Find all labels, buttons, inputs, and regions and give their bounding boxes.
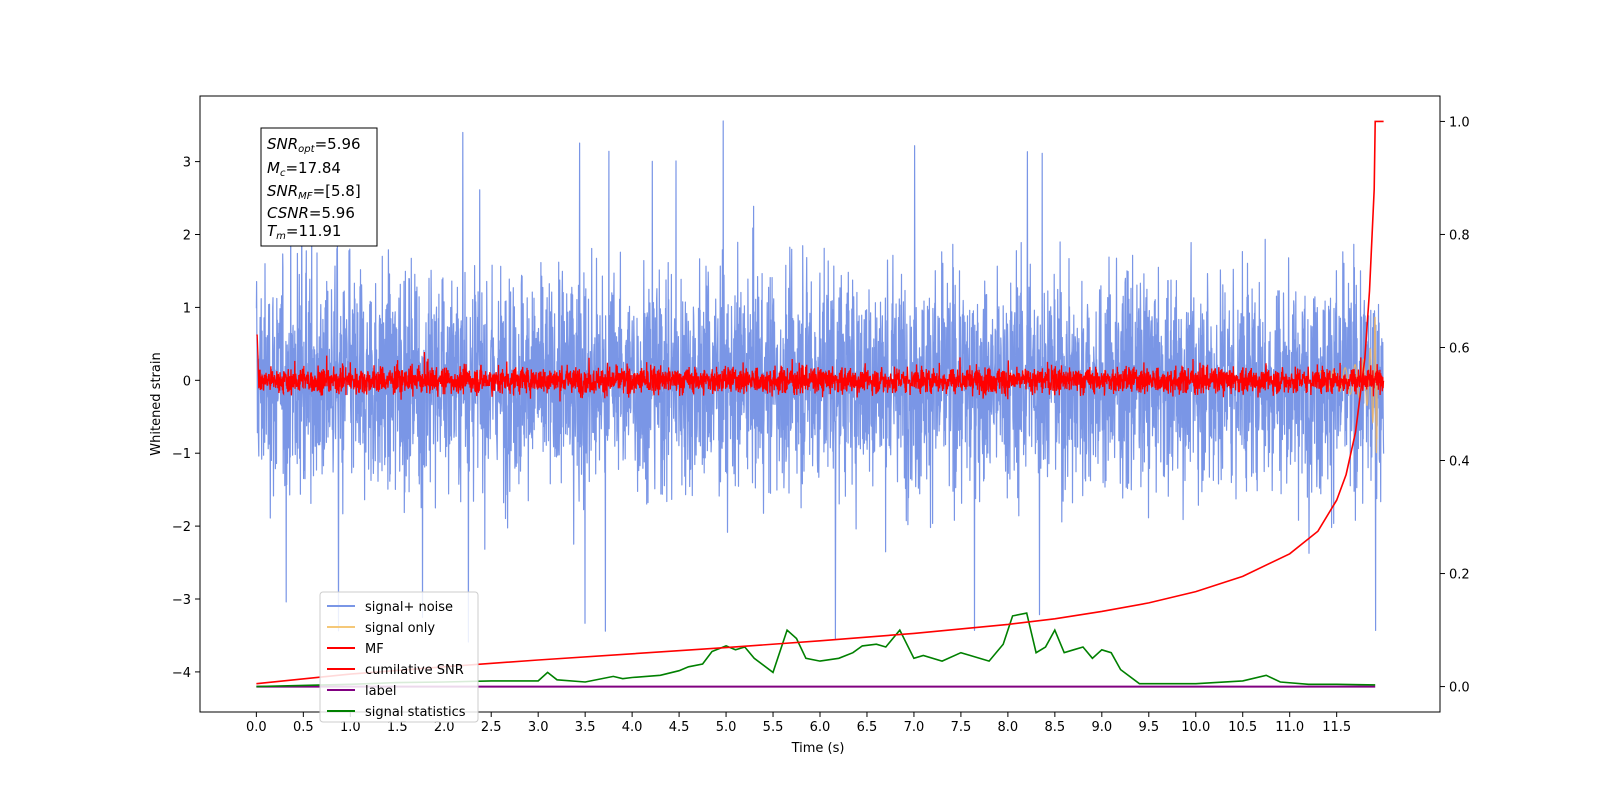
x-tick-label: 8.0	[998, 720, 1019, 735]
x-tick-label: 7.0	[904, 720, 925, 735]
annotation-tm: Tm=11.91	[267, 222, 341, 242]
x-tick-label: 10.0	[1181, 720, 1210, 735]
annotation-snr-mf: SNRMF=[5.8]	[267, 182, 361, 202]
x-tick-label: 3.5	[575, 720, 596, 735]
y2-tick-label: 1.0	[1449, 115, 1470, 130]
x-tick-label: 4.5	[669, 720, 690, 735]
x-axis-label: Time (s)	[791, 741, 845, 756]
y-tick-label: −1	[172, 447, 191, 462]
mf-line	[256, 334, 1385, 402]
y-tick-label: 0	[183, 374, 191, 389]
y2-tick-label: 0.0	[1449, 681, 1470, 696]
annotation-csnr: CSNR=5.96	[267, 204, 355, 222]
x-tick-label: 5.0	[716, 720, 737, 735]
x-tick-label: 1.0	[340, 720, 361, 735]
x-tick-label: 9.5	[1138, 720, 1159, 735]
y2-tick-label: 0.6	[1449, 341, 1470, 356]
y-tick-label: −2	[172, 520, 191, 535]
y-axis-label: Whitened strain	[149, 352, 164, 455]
legend-label: signal+ noise	[365, 600, 453, 615]
x-tick-label: 7.5	[951, 720, 972, 735]
x-tick-label: 3.0	[528, 720, 549, 735]
x-tick-label: 0.0	[246, 720, 267, 735]
x-tick-label: 0.5	[293, 720, 314, 735]
y2-tick-label: 0.8	[1449, 228, 1470, 243]
x-tick-label: 6.0	[810, 720, 831, 735]
annotation-mc: Mc=17.84	[267, 159, 341, 179]
x-tick-label: 11.0	[1275, 720, 1304, 735]
x-tick-label: 6.5	[857, 720, 878, 735]
annotation-box: SNRopt=5.96 Mc=17.84 SNRMF=[5.8] CSNR=5.…	[260, 127, 378, 247]
legend-label: label	[365, 684, 396, 699]
legend-label: cumilative SNR	[365, 663, 464, 678]
legend: signal+ noise signal only MF cumilative SNR…	[319, 591, 479, 723]
x-tick-label: 11.5	[1322, 720, 1351, 735]
legend-label: MF	[365, 642, 384, 657]
x-tick-label: 1.5	[387, 720, 408, 735]
x-tick-label: 8.5	[1045, 720, 1066, 735]
x-tick-label: 9.0	[1091, 720, 1112, 735]
cumulative-snr-line	[256, 120, 1384, 685]
x-tick-label: 10.5	[1228, 720, 1257, 735]
y-tick-label: −4	[172, 666, 191, 681]
x-tick-label: 2.0	[434, 720, 455, 735]
legend-label: signal statistics	[365, 705, 466, 720]
legend-label: signal only	[365, 621, 435, 636]
x-tick-label: 5.5	[763, 720, 784, 735]
y-tick-label: −3	[172, 593, 191, 608]
signal-statistics-line	[256, 612, 1376, 688]
y-tick-label: 3	[183, 156, 191, 171]
x-tick-label: 4.0	[622, 720, 643, 735]
y2-tick-label: 0.2	[1449, 568, 1470, 583]
y-tick-label: 1	[183, 301, 191, 316]
y-tick-label: 2	[183, 229, 191, 244]
x-tick-label: 2.5	[481, 720, 502, 735]
y2-tick-label: 0.4	[1449, 455, 1470, 470]
annotation-snr-opt: SNRopt=5.96	[267, 135, 361, 155]
